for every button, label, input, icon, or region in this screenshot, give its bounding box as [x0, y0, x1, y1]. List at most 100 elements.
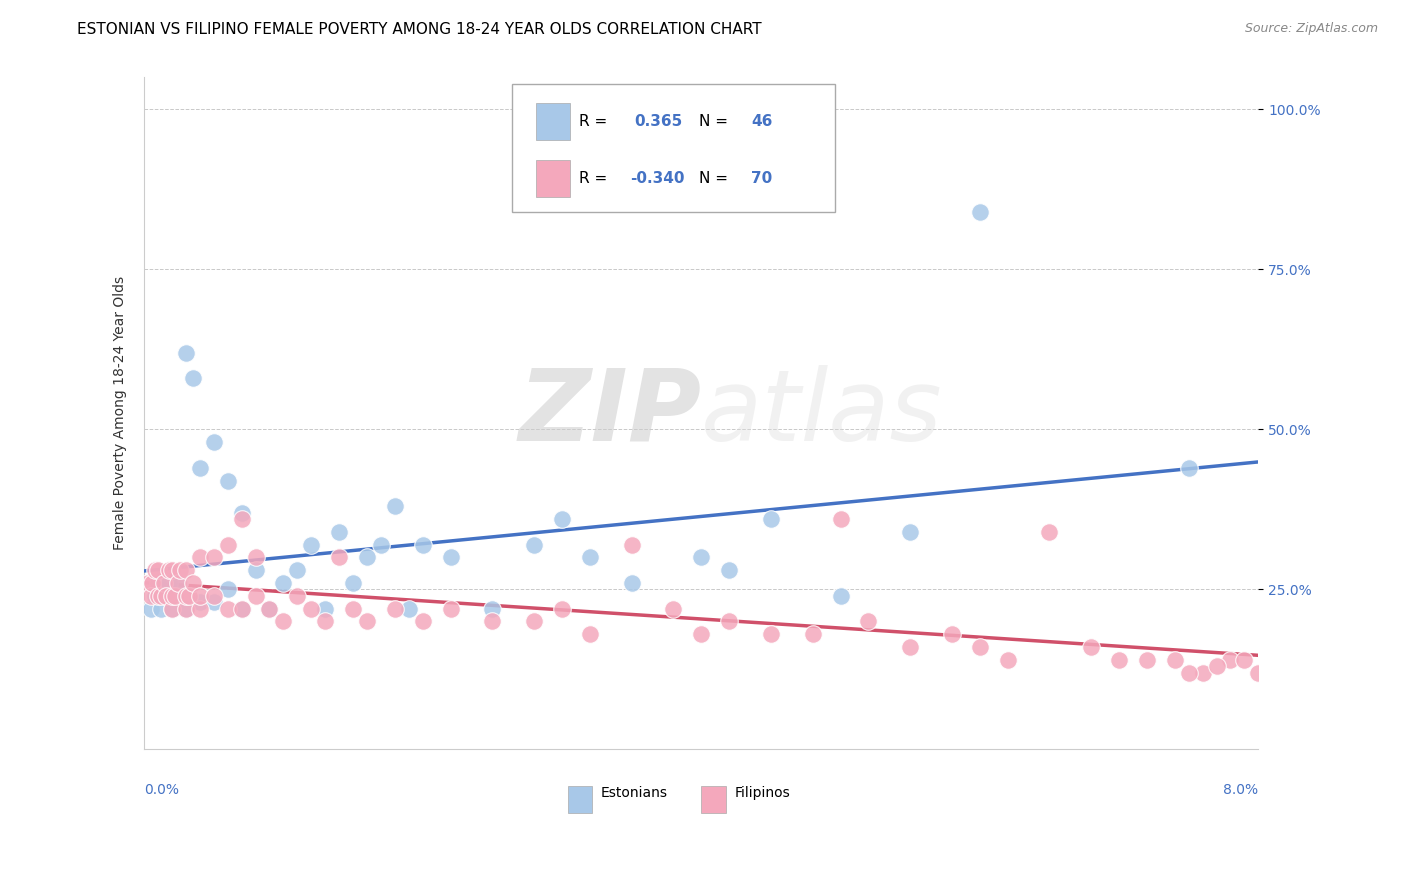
- FancyBboxPatch shape: [536, 160, 569, 197]
- Point: [941, 627, 963, 641]
- Point: [969, 640, 991, 654]
- Point: [328, 524, 350, 539]
- Point: [166, 576, 188, 591]
- Point: [169, 563, 191, 577]
- Point: [551, 601, 574, 615]
- Point: [181, 576, 204, 591]
- Point: [858, 615, 880, 629]
- Point: [285, 563, 308, 577]
- Point: [153, 589, 176, 603]
- Point: [188, 589, 211, 603]
- Point: [188, 601, 211, 615]
- Point: [1038, 524, 1060, 539]
- Point: [1108, 653, 1130, 667]
- Point: [231, 506, 253, 520]
- Point: [273, 615, 295, 629]
- Point: [202, 595, 225, 609]
- FancyBboxPatch shape: [568, 786, 592, 814]
- Point: [188, 550, 211, 565]
- Point: [759, 512, 782, 526]
- Point: [1233, 653, 1256, 667]
- Point: [155, 589, 177, 603]
- Point: [188, 460, 211, 475]
- Text: 0.0%: 0.0%: [143, 783, 179, 797]
- Point: [259, 601, 281, 615]
- Point: [830, 589, 852, 603]
- Point: [997, 653, 1019, 667]
- Point: [163, 589, 186, 603]
- Point: [412, 537, 434, 551]
- Point: [181, 371, 204, 385]
- Point: [1191, 665, 1213, 680]
- Point: [314, 601, 336, 615]
- Point: [174, 345, 197, 359]
- Point: [620, 537, 643, 551]
- Point: [139, 589, 162, 603]
- Point: [217, 582, 239, 597]
- Point: [149, 601, 172, 615]
- Point: [898, 524, 921, 539]
- Point: [969, 204, 991, 219]
- Point: [1080, 640, 1102, 654]
- Point: [370, 537, 392, 551]
- Point: [143, 589, 166, 603]
- Text: R =: R =: [579, 113, 612, 128]
- Point: [177, 589, 200, 603]
- Point: [830, 512, 852, 526]
- Point: [439, 601, 461, 615]
- Point: [245, 589, 267, 603]
- Point: [146, 589, 169, 603]
- Text: ZIP: ZIP: [519, 365, 702, 462]
- Point: [157, 563, 180, 577]
- Point: [299, 537, 322, 551]
- Point: [1136, 653, 1159, 667]
- Point: [202, 589, 225, 603]
- Point: [690, 627, 713, 641]
- Point: [152, 576, 174, 591]
- Point: [662, 601, 685, 615]
- Text: ESTONIAN VS FILIPINO FEMALE POVERTY AMONG 18-24 YEAR OLDS CORRELATION CHART: ESTONIAN VS FILIPINO FEMALE POVERTY AMON…: [77, 22, 762, 37]
- Point: [412, 615, 434, 629]
- Text: N =: N =: [699, 170, 733, 186]
- Point: [342, 601, 364, 615]
- Point: [481, 601, 503, 615]
- Point: [217, 601, 239, 615]
- Text: 46: 46: [751, 113, 773, 128]
- Point: [1164, 653, 1187, 667]
- Point: [398, 601, 420, 615]
- Point: [231, 601, 253, 615]
- Text: Source: ZipAtlas.com: Source: ZipAtlas.com: [1244, 22, 1378, 36]
- Text: R =: R =: [579, 170, 612, 186]
- Point: [245, 550, 267, 565]
- Point: [202, 550, 225, 565]
- Point: [718, 563, 741, 577]
- Point: [328, 550, 350, 565]
- Point: [231, 601, 253, 615]
- Point: [578, 627, 600, 641]
- Point: [1177, 460, 1199, 475]
- Text: N =: N =: [699, 113, 733, 128]
- Point: [356, 550, 378, 565]
- Point: [188, 595, 211, 609]
- Text: -0.340: -0.340: [630, 170, 685, 186]
- Point: [314, 615, 336, 629]
- Text: atlas: atlas: [702, 365, 943, 462]
- Point: [439, 550, 461, 565]
- Point: [384, 499, 406, 513]
- Point: [523, 537, 546, 551]
- Point: [342, 576, 364, 591]
- Point: [160, 601, 183, 615]
- Point: [163, 589, 186, 603]
- Text: Estonians: Estonians: [600, 786, 668, 800]
- Point: [217, 474, 239, 488]
- Point: [801, 627, 824, 641]
- Point: [167, 576, 190, 591]
- Point: [160, 601, 183, 615]
- Point: [174, 563, 197, 577]
- Point: [299, 601, 322, 615]
- Point: [285, 589, 308, 603]
- FancyBboxPatch shape: [512, 84, 835, 211]
- Point: [578, 550, 600, 565]
- Point: [141, 576, 163, 591]
- FancyBboxPatch shape: [702, 786, 725, 814]
